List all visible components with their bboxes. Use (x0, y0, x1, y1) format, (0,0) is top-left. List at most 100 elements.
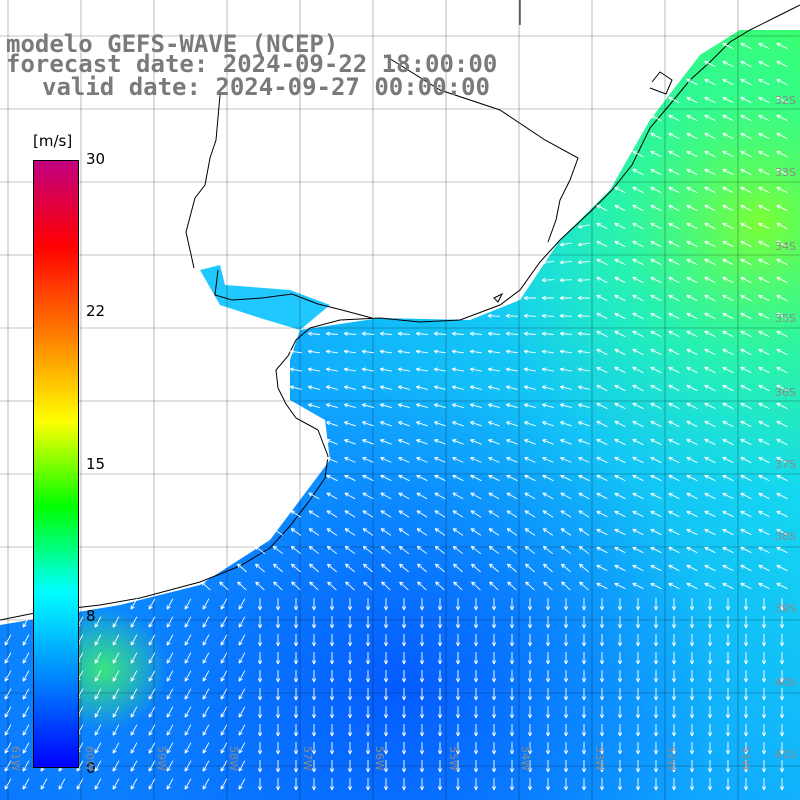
wind-arrow (398, 439, 410, 445)
wind-arrow (506, 510, 518, 518)
wind-arrow (361, 331, 375, 336)
wind-arrow (617, 760, 623, 773)
wind-arrow (434, 439, 446, 445)
wind-arrow (596, 420, 608, 428)
coastline (0, 4, 800, 621)
wind-arrow (383, 688, 389, 701)
wind-arrow (722, 42, 734, 50)
wind-arrow (362, 474, 374, 482)
wind-arrow (329, 724, 335, 737)
wind-arrow (581, 724, 587, 737)
wind-arrow (509, 742, 515, 755)
wind-arrow (614, 258, 626, 266)
wind-arrow (184, 742, 192, 754)
wind-arrow (686, 78, 698, 86)
wind-arrow (379, 331, 393, 336)
wind-arrow (308, 510, 320, 518)
wind-arrow (433, 349, 446, 354)
wind-arrow (776, 222, 788, 230)
wind-arrow (560, 474, 572, 482)
wind-arrow (668, 114, 680, 122)
wind-arrow (545, 598, 551, 611)
wind-arrow (578, 528, 590, 536)
wind-arrow (112, 670, 120, 682)
wind-arrow (22, 778, 30, 790)
wind-arrow (397, 421, 410, 427)
wind-arrow (4, 724, 12, 736)
wind-arrow (329, 688, 335, 701)
wind-arrow (488, 528, 500, 536)
wind-arrow (632, 258, 644, 266)
wind-arrow (758, 402, 770, 410)
wind-arrow (617, 616, 623, 629)
wind-arrow (779, 670, 785, 683)
wind-arrow (541, 331, 555, 336)
wind-arrow (94, 724, 102, 736)
wind-arrow (596, 240, 608, 248)
wind-arrow (563, 688, 569, 701)
wind-arrow (308, 563, 319, 573)
wind-arrow (689, 724, 695, 737)
wind-arrow (220, 670, 228, 682)
wind-arrow (184, 634, 192, 646)
wind-arrow (434, 563, 445, 573)
wind-arrow (559, 260, 573, 265)
wind-arrow (401, 688, 407, 701)
wind-arrow (289, 367, 302, 372)
colorbar-tick-8: 8 (86, 607, 96, 625)
wind-arrow (671, 706, 677, 719)
wind-arrow (599, 724, 605, 737)
wind-arrow (668, 204, 680, 212)
wind-arrow (560, 492, 572, 500)
wind-arrow (668, 276, 680, 284)
wind-arrow (577, 367, 590, 372)
wind-arrow (776, 528, 788, 536)
wind-arrow (257, 760, 263, 773)
wind-arrow (94, 742, 102, 754)
wind-arrow (419, 724, 425, 737)
wind-arrow (398, 510, 410, 518)
wind-arrow (653, 778, 659, 791)
wind-arrow (311, 688, 317, 701)
wind-arrow (491, 634, 497, 647)
wind-arrow (776, 546, 788, 554)
wind-arrow (689, 670, 695, 683)
wind-arrow (740, 294, 752, 302)
wind-arrow (488, 492, 500, 500)
wind-arrow (761, 652, 767, 665)
wind-arrow (275, 634, 281, 647)
wind-arrow (596, 546, 608, 554)
wind-arrow (524, 545, 536, 555)
wind-arrow (722, 474, 734, 482)
wind-arrow (365, 598, 371, 611)
wind-arrow (653, 634, 659, 647)
wind-arrow (347, 760, 353, 773)
wind-arrow (307, 349, 320, 354)
wind-arrow (596, 528, 608, 536)
wind-arrow (343, 331, 357, 336)
wind-arrow (653, 652, 659, 665)
wind-arrow (433, 385, 446, 390)
wind-arrow (487, 385, 500, 390)
wind-arrow (653, 706, 659, 719)
wind-arrow (470, 439, 482, 445)
wind-arrow (668, 582, 680, 590)
wind-arrow (488, 474, 500, 482)
colorbar-tick-15: 15 (86, 455, 106, 473)
wind-arrow (779, 778, 785, 791)
wind-arrow (148, 598, 156, 610)
wind-arrow (112, 706, 120, 718)
wind-arrow (559, 242, 572, 247)
wind-arrow (578, 456, 590, 463)
wind-arrow (419, 598, 425, 611)
wind-arrow (758, 330, 770, 338)
wind-arrow (509, 652, 515, 665)
wind-arrow (257, 706, 263, 719)
wind-arrow (596, 384, 608, 392)
wind-arrow (779, 598, 785, 611)
wind-arrow (758, 582, 770, 590)
wind-arrow (704, 258, 716, 266)
valid-date: valid date: 2024-09-27 00:00:00 (42, 73, 490, 101)
wind-arrow (202, 706, 210, 718)
wind-arrow (559, 421, 572, 427)
